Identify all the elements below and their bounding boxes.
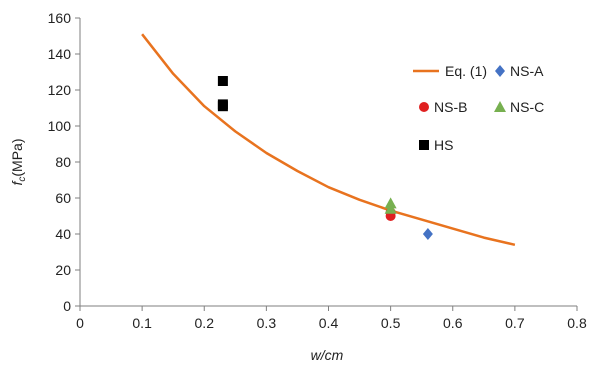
series-line-eq1	[141, 33, 516, 247]
legend-label-hs: HS	[434, 137, 453, 153]
data-point-hs	[217, 101, 228, 112]
y-tick-label: 20	[55, 262, 71, 278]
x-tick-label: 0	[76, 315, 84, 331]
legend-label-ns-c: NS-C	[510, 99, 544, 115]
y-tick-label: 160	[48, 10, 72, 26]
x-tick-label: 0.1	[132, 315, 152, 331]
x-tick-label: 0.3	[257, 315, 277, 331]
y-tick-label: 60	[55, 190, 71, 206]
y-tick-label: 0	[63, 298, 71, 314]
y-axis-title: fc(MPa)	[9, 138, 28, 185]
x-tick-label: 0.6	[443, 315, 463, 331]
y-tick-label: 80	[55, 154, 71, 170]
plot-area	[141, 33, 516, 247]
y-axis-title-subscript: c	[17, 177, 28, 182]
y-tick-label: 100	[48, 118, 72, 134]
data-point-hs	[217, 76, 228, 86]
axes	[79, 18, 577, 307]
data-point-ns-c	[384, 197, 397, 209]
y-tick-label: 120	[48, 82, 72, 98]
x-axis-title: w/cm	[311, 347, 344, 363]
x-tick-label: 0.4	[319, 315, 339, 331]
x-tick-label: 0.5	[381, 315, 401, 331]
legend-swatch-ns-c	[494, 101, 506, 112]
x-axis-ticks: 0 0.1 0.2 0.3 0.4 0.5 0.6 0.7 0.8	[76, 306, 587, 331]
legend-swatch-ns-a	[495, 65, 505, 77]
y-axis-ticks: 0 20 40 60 80 100 120 140 160	[48, 10, 80, 314]
x-tick-label: 0.2	[195, 315, 215, 331]
legend-label-ns-b: NS-B	[434, 99, 467, 115]
y-axis-title-main: f	[9, 180, 25, 186]
y-tick-label: 40	[55, 226, 71, 242]
legend-label-ns-a: NS-A	[510, 63, 544, 79]
y-axis-title-unit: (MPa)	[9, 138, 25, 176]
y-tick-label: 140	[48, 46, 72, 62]
x-tick-label: 0.8	[567, 315, 587, 331]
legend-swatch-hs	[419, 140, 429, 150]
data-point-ns-a	[422, 228, 433, 240]
legend-label-eq-1: Eq. (1)	[445, 63, 487, 79]
legend: Eq. (1) NS-A NS-B NS-C HS	[413, 63, 544, 153]
x-tick-label: 0.7	[505, 315, 525, 331]
legend-swatch-ns-b	[419, 102, 429, 112]
